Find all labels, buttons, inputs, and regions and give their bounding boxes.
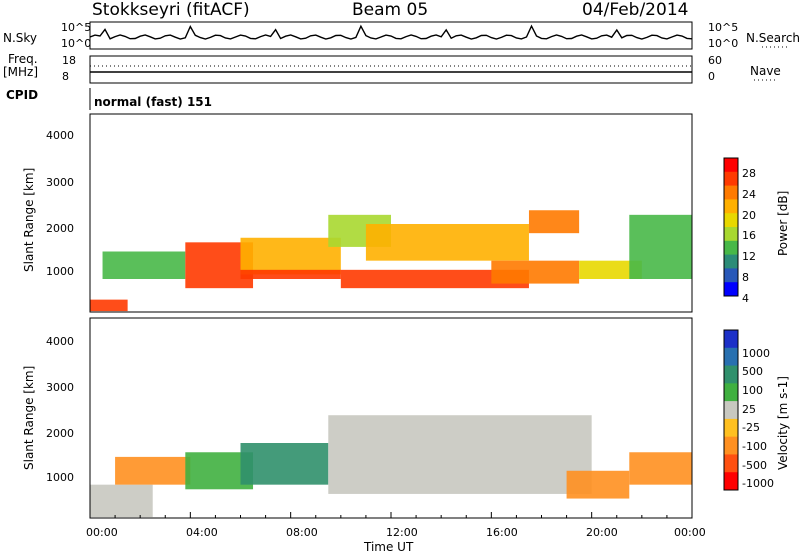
power-colorbar-swatch-2 <box>724 185 738 200</box>
power-echo-region-6 <box>340 269 529 289</box>
power-panel-frame <box>89 113 693 313</box>
velocity-y-tick-3000: 3000 <box>46 381 74 394</box>
x-tick-1600: 16:00 <box>486 526 518 539</box>
power-echo-region-0 <box>90 299 128 312</box>
x-axis-label: Time UT <box>364 540 414 554</box>
power-colorbar-swatch-3 <box>724 199 738 214</box>
power-cbar-tick-8: 8 <box>742 271 749 284</box>
velocity-colorbar-swatch-1 <box>724 347 738 367</box>
x-tick-0800: 08:00 <box>286 526 318 539</box>
power-colorbar-swatch-4 <box>724 213 738 228</box>
power-cbar-tick-28: 28 <box>742 167 756 180</box>
x-tick-1200: 12:00 <box>386 526 418 539</box>
velocity-echo-region-1 <box>115 456 191 485</box>
x-tick-2400: 00:00 <box>674 526 706 539</box>
velocity-colorbar-swatch-4 <box>724 401 738 420</box>
velocity-echo-region-4 <box>328 415 592 494</box>
velocity-cbar-tick-minus-500: -500 <box>742 459 767 472</box>
velocity-cbar-tick-25: 25 <box>742 403 756 416</box>
power-colorbar-swatch-8 <box>724 268 738 283</box>
power-colorbar-swatch-1 <box>724 171 738 187</box>
power-cbar-tick-24: 24 <box>742 188 756 201</box>
velocity-cbar-tick-minus-1000: -1000 <box>742 477 774 490</box>
velocity-colorbar-swatch-5 <box>724 418 738 438</box>
power-echo-region-8 <box>491 260 580 284</box>
nsearch-label: N.Search <box>746 31 800 45</box>
velocity-echo-region-6 <box>629 452 692 485</box>
date-label: 04/Feb/2014 <box>582 0 689 20</box>
velocity-cbar-tick-minus-25: -25 <box>742 421 760 434</box>
power-y-tick-4000: 4000 <box>46 129 74 142</box>
velocity-cbar-tick-500: 500 <box>742 365 763 378</box>
power-colorbar-swatch-0 <box>724 158 738 173</box>
power-echo-region-9 <box>528 210 580 234</box>
power-colorbar-frame <box>723 157 739 297</box>
power-cbar-tick-12: 12 <box>742 250 756 263</box>
velocity-echo-region-5 <box>566 470 630 499</box>
velocity-y-tick-1000: 1000 <box>46 471 74 484</box>
velocity-cbar-tick-1000: 1000 <box>742 347 770 360</box>
nsearch-tick-top: 10^5 <box>708 21 739 34</box>
power-colorbar-swatch-9 <box>724 282 738 297</box>
velocity-y-tick-4000: 4000 <box>46 335 74 348</box>
nave-label: Nave <box>750 64 781 78</box>
velocity-echo-region-0 <box>90 484 153 518</box>
nsky-panel-frame <box>89 21 693 50</box>
power-y-tick-2000: 2000 <box>46 222 74 235</box>
freq-label: Freq. <box>8 52 38 66</box>
power-colorbar-swatch-5 <box>724 227 738 242</box>
power-echo-region-3 <box>240 237 341 275</box>
velocity-echo-region-3 <box>240 443 329 485</box>
power-y-tick-3000: 3000 <box>46 176 74 189</box>
x-tick-0400: 04:00 <box>186 526 218 539</box>
velocity-colorbar-swatch-7 <box>724 454 738 473</box>
power-echo-region-4 <box>240 269 341 279</box>
power-cbar-tick-20: 20 <box>742 209 756 222</box>
velocity-colorbar-swatch-6 <box>724 436 738 455</box>
power-cbar-tick-16: 16 <box>742 229 756 242</box>
power-echo-region-10 <box>579 260 642 279</box>
velocity-cbar-tick-100: 100 <box>742 384 763 397</box>
freq-unit: [MHz] <box>3 65 39 79</box>
freq-panel-frame <box>89 55 693 84</box>
velocity-colorbar-swatch-2 <box>724 365 738 384</box>
cpid-label: CPID <box>6 88 39 102</box>
nsearch-tick-bottom: 10^0 <box>708 37 739 50</box>
velocity-colorbar-swatch-0 <box>724 330 738 349</box>
velocity-colorbar-swatch-8 <box>724 472 738 491</box>
power-echo-region-7 <box>365 224 529 261</box>
nsky-label: N.Sky <box>3 31 38 45</box>
nave-tick-top: 60 <box>708 54 722 67</box>
x-tick-0000: 00:00 <box>86 526 118 539</box>
velocity-colorbar-swatch-3 <box>724 383 738 402</box>
nsky-trace <box>89 24 693 40</box>
nsky-tick-top: 10^5 <box>61 21 92 34</box>
x-tick-2000: 20:00 <box>586 526 618 539</box>
beam-label: Beam 05 <box>352 0 429 20</box>
power-colorbar-swatch-6 <box>724 240 738 256</box>
freq-tick-top: 18 <box>62 54 76 67</box>
power-y-tick-1000: 1000 <box>46 265 74 278</box>
velocity-colorbar-frame <box>723 329 739 491</box>
velocity-cbar-tick-minus-100: -100 <box>742 440 767 453</box>
nave-tick-bottom: 0 <box>708 70 715 83</box>
radar-title: Stokkseyri (fitACF) <box>92 0 250 20</box>
power-echo-region-11 <box>629 214 692 279</box>
cpid-value: normal (fast) 151 <box>94 95 212 109</box>
power-echo-region-1 <box>102 251 186 279</box>
nsky-tick-bottom: 10^0 <box>61 37 92 50</box>
velocity-y-tick-2000: 2000 <box>46 427 74 440</box>
power-cbar-tick-4: 4 <box>742 292 749 305</box>
power-colorbar-swatch-7 <box>724 254 738 269</box>
freq-tick-bottom: 8 <box>62 70 69 83</box>
